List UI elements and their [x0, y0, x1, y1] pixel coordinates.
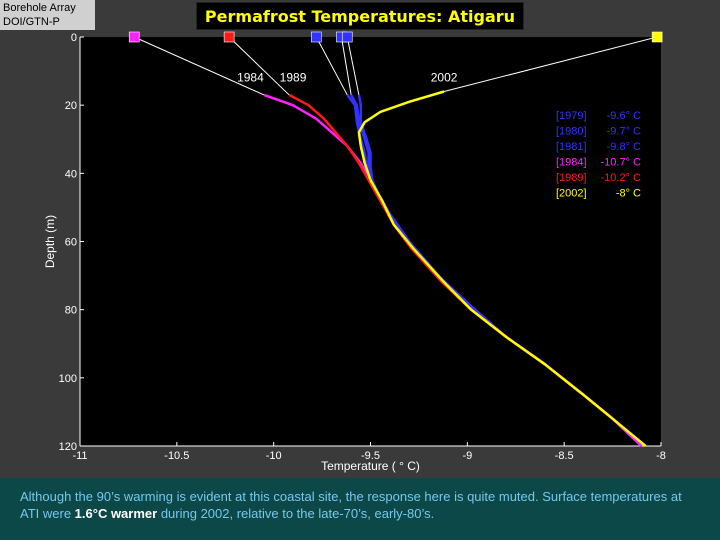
caption-highlight: 1.6°C warmer — [74, 506, 158, 521]
legend-entry-value: -9.7° C — [607, 126, 641, 138]
y-axis-label: Depth (m) — [43, 215, 57, 268]
y-tick-label: 40 — [65, 168, 77, 180]
temperature-depth-chart: -11 -10.5 -10 -9.5 -9 -8.5 -8 0 20 40 60 80 100 120 Te… — [43, 31, 666, 473]
surface-connector-1989 — [228, 36, 290, 96]
legend-entry-value: -8° C — [616, 188, 641, 200]
caption-text-after: during 2002, relative to the late-70’s, … — [157, 506, 435, 521]
year-annotation-2002: 2002 — [431, 70, 458, 84]
corner-label-line1: Borehole Array — [3, 2, 76, 14]
x-tick-label: -9 — [462, 450, 472, 462]
x-tick-label: -8.5 — [555, 450, 574, 462]
legend-entry-name: [1984] — [556, 157, 587, 169]
corner-label-line2: DOI/GTN-P — [3, 16, 60, 28]
y-tick-label: 20 — [65, 100, 77, 112]
x-tick-label: -10.5 — [164, 450, 189, 462]
surface-marker-1984 — [128, 31, 140, 43]
year-annotation-1984: 1984 — [237, 70, 264, 84]
surface-connector-1979 — [315, 36, 348, 96]
x-tick-label: -9.5 — [361, 450, 380, 462]
surface-marker-2002 — [651, 31, 663, 43]
legend-entry-value: -10.2° C — [601, 172, 642, 184]
series-line-2002 — [357, 90, 647, 447]
surface-connector-2002 — [443, 36, 658, 93]
surface-connector-1981 — [346, 36, 360, 96]
surface-marker-1981 — [341, 31, 353, 43]
legend-entry-value: -9.8° C — [607, 141, 641, 153]
legend-entry-name: [1980] — [556, 126, 587, 138]
x-tick-label: -10 — [266, 450, 282, 462]
y-tick-label: 120 — [59, 441, 77, 453]
surface-connector-1980 — [340, 36, 352, 96]
legend-entry-value: -9.6° C — [607, 110, 641, 122]
legend-entry-name: [1989] — [556, 172, 587, 184]
y-tick-label: 100 — [59, 373, 77, 385]
legend-entry-name: [1981] — [556, 141, 587, 153]
page-title: Permafrost Temperatures: Atigaru — [204, 7, 516, 26]
legend-entry-name: [1979] — [556, 110, 587, 122]
plot-area — [80, 37, 661, 446]
year-annotation-1989: 1989 — [280, 70, 307, 84]
caption-text-before: Although the 90’s warming is evident at … — [20, 489, 682, 521]
y-tick-label: 60 — [65, 237, 77, 249]
y-tick-label: 80 — [65, 305, 77, 317]
surface-marker-1989 — [223, 31, 235, 43]
surface-connector-1984 — [134, 36, 265, 96]
legend-entry-name: [2002] — [556, 188, 587, 200]
x-axis-label: Temperature ( ° C) — [321, 459, 420, 473]
x-tick-label: -8 — [656, 450, 666, 462]
title-box: Permafrost Temperatures: Atigaru — [196, 2, 524, 30]
caption-panel: Although the 90’s warming is evident at … — [0, 478, 720, 540]
corner-label: Borehole Array DOI/GTN-P — [0, 0, 95, 30]
surface-marker-1979 — [310, 31, 322, 43]
x-tick-label: -11 — [72, 450, 87, 462]
y-tick-label: 0 — [71, 32, 77, 44]
legend-entry-value: -10.7° C — [601, 157, 642, 169]
